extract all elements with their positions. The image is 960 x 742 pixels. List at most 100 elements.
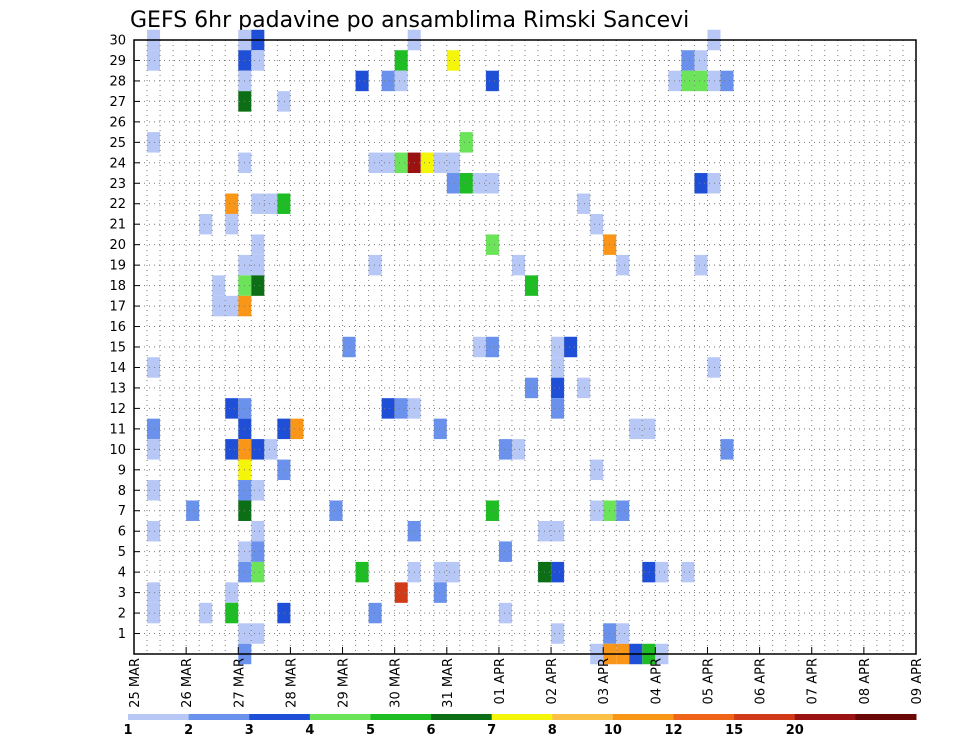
heatmap-cell bbox=[225, 582, 239, 603]
heatmap-cell bbox=[264, 439, 278, 460]
x-tick-label: 09 APR bbox=[910, 658, 925, 704]
heatmap-cell bbox=[199, 602, 213, 624]
heatmap-cell bbox=[485, 70, 499, 92]
colorbar-label: 15 bbox=[725, 723, 743, 738]
x-tick-label: 31 MAR bbox=[441, 658, 456, 708]
x-tick-label: 30 MAR bbox=[389, 658, 404, 708]
y-tick-label: 4 bbox=[118, 566, 126, 581]
heatmap-cell bbox=[446, 561, 460, 583]
heatmap-cell bbox=[147, 418, 161, 440]
heatmap-cell bbox=[264, 193, 278, 214]
heatmap-cell bbox=[485, 336, 499, 358]
heatmap-cell bbox=[147, 132, 161, 153]
y-tick-label: 18 bbox=[109, 279, 126, 294]
heatmap-cell bbox=[225, 193, 239, 214]
heatmap-cell bbox=[355, 70, 369, 92]
heatmap-cell bbox=[329, 500, 343, 521]
colorbar-label: 20 bbox=[786, 723, 804, 738]
colorbar-swatch bbox=[431, 714, 493, 720]
heatmap-cell bbox=[199, 213, 213, 235]
x-tick-label: 08 APR bbox=[858, 658, 873, 704]
heatmap-cell bbox=[186, 500, 200, 521]
heatmap-cell bbox=[147, 50, 161, 71]
colorbar-label: 3 bbox=[245, 723, 254, 738]
heatmap-cell bbox=[212, 295, 226, 317]
heatmap-cell bbox=[355, 561, 369, 583]
y-tick-label: 19 bbox=[109, 259, 126, 274]
y-tick-label: 9 bbox=[118, 463, 126, 478]
heatmap-cell bbox=[251, 480, 265, 501]
heatmap-cell bbox=[277, 418, 291, 440]
heatmap-cell bbox=[368, 152, 382, 174]
heatmap-cell bbox=[433, 582, 447, 603]
heatmap-cell bbox=[225, 602, 239, 624]
colorbar-swatch bbox=[855, 714, 917, 720]
heatmap-cell bbox=[277, 602, 291, 624]
grid-lines bbox=[134, 40, 916, 654]
y-tick-label: 12 bbox=[109, 402, 126, 417]
heatmap-cell bbox=[485, 500, 499, 521]
heatmap-cell bbox=[498, 439, 512, 460]
heatmap-cell bbox=[629, 418, 643, 440]
heatmap-cell bbox=[433, 561, 447, 583]
heatmap-cell bbox=[694, 50, 708, 71]
x-tick-label: 25 MAR bbox=[128, 658, 143, 708]
heatmap-cell bbox=[707, 70, 721, 92]
colorbar-label: 4 bbox=[305, 723, 314, 738]
heatmap-cell bbox=[616, 254, 630, 276]
colorbar-label: 6 bbox=[427, 723, 436, 738]
heatmap-cell bbox=[551, 357, 565, 378]
heatmap-cell bbox=[225, 213, 239, 235]
y-tick-label: 7 bbox=[118, 504, 126, 519]
y-tick-label: 10 bbox=[109, 443, 126, 458]
heatmap-cell bbox=[433, 418, 447, 440]
y-tick-label: 2 bbox=[118, 607, 126, 622]
heatmap-cell bbox=[551, 398, 565, 419]
heatmap-cell bbox=[485, 173, 499, 194]
y-tick-label: 6 bbox=[118, 525, 126, 540]
y-tick-label: 28 bbox=[109, 74, 126, 89]
y-tick-label: 30 bbox=[109, 34, 126, 49]
heatmap-cell bbox=[551, 520, 565, 542]
colorbar-label: 2 bbox=[184, 723, 193, 738]
heatmap-cell bbox=[616, 623, 630, 644]
heatmap-cell bbox=[147, 582, 161, 603]
heatmap-cell bbox=[590, 500, 604, 521]
colorbar-swatch bbox=[309, 714, 371, 720]
x-tick-label: 29 MAR bbox=[337, 658, 352, 708]
y-tick-label: 22 bbox=[109, 197, 126, 212]
heatmap-cell bbox=[564, 336, 578, 358]
heatmap-cell bbox=[498, 541, 512, 562]
x-tick-label: 05 APR bbox=[701, 658, 716, 704]
heatmap-cell bbox=[277, 91, 291, 112]
colorbar-swatch bbox=[128, 714, 190, 720]
y-tick-label: 11 bbox=[109, 422, 126, 437]
heatmap-cell bbox=[525, 275, 539, 296]
heatmap-cell bbox=[694, 254, 708, 276]
y-tick-label: 26 bbox=[109, 115, 126, 130]
heatmap-cell bbox=[498, 602, 512, 624]
y-tick-label: 27 bbox=[109, 95, 126, 110]
heatmap-cell bbox=[590, 213, 604, 235]
heatmap-cell bbox=[212, 275, 226, 296]
heatmap-cell bbox=[225, 295, 239, 317]
x-tick-label: 04 APR bbox=[649, 658, 664, 704]
y-tick-label: 23 bbox=[109, 177, 126, 192]
colorbar-label: 1 bbox=[123, 723, 132, 738]
y-tick-label: 14 bbox=[109, 361, 126, 376]
heatmap-cell bbox=[147, 357, 161, 378]
y-tick-label: 15 bbox=[109, 341, 126, 356]
heatmap-cell bbox=[551, 336, 565, 358]
heatmap-cell bbox=[694, 173, 708, 194]
x-axis: 25 MAR 26 MAR 27 MAR 28 MAR 29 MAR 30 MAR 31 M… bbox=[128, 647, 925, 708]
x-tick-label: 28 MAR bbox=[284, 658, 299, 708]
y-tick-label: 3 bbox=[118, 586, 126, 601]
colorbar-swatch bbox=[673, 714, 735, 720]
heatmap-cell bbox=[446, 173, 460, 194]
heatmap-cell bbox=[551, 623, 565, 644]
heatmap-cell bbox=[707, 173, 721, 194]
heatmap-cell bbox=[381, 70, 395, 92]
heatmap-cell bbox=[251, 254, 265, 276]
heatmap-cell bbox=[694, 70, 708, 92]
